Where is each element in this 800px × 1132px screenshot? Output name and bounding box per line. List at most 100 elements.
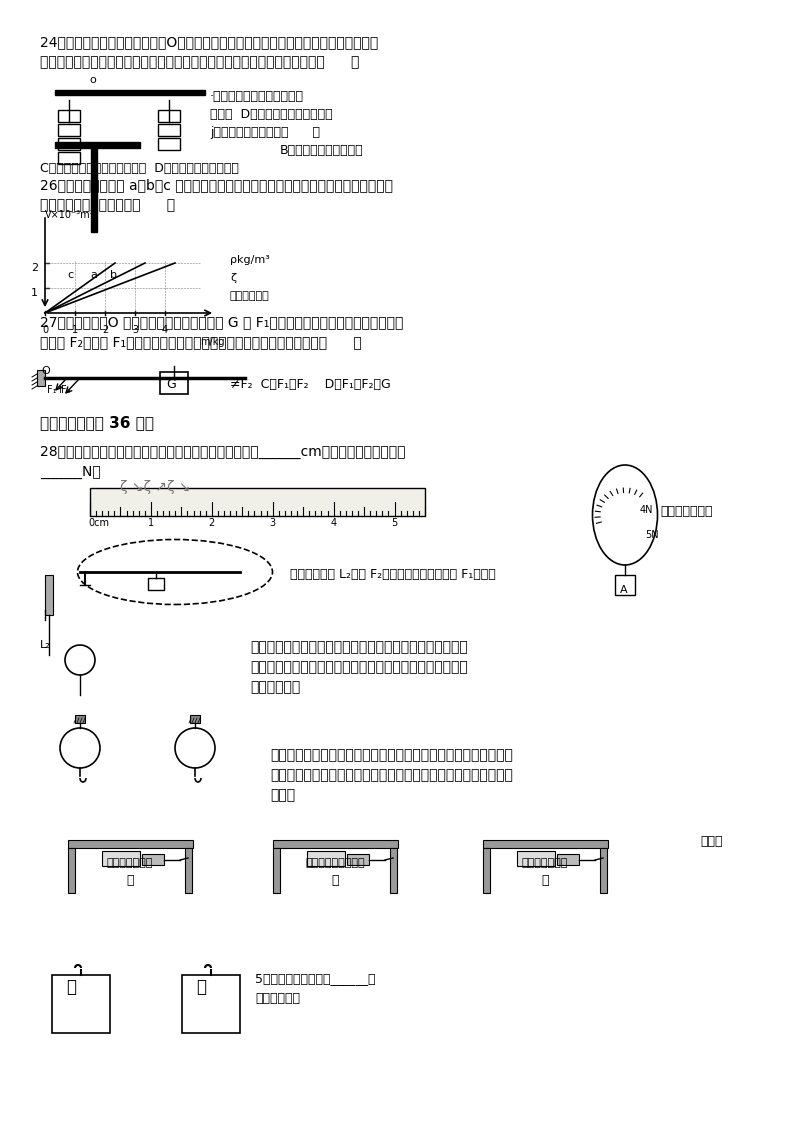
Text: A: A (620, 585, 628, 595)
Text: 而且最省力．: 而且最省力． (250, 680, 300, 694)
Text: L₂: L₂ (40, 640, 50, 650)
Text: V×10⁻³m³: V×10⁻³m³ (45, 211, 94, 220)
Text: j摩擦力知识有关的是（      ）: j摩擦力知识有关的是（ ） (210, 126, 320, 139)
Text: 甲: 甲 (66, 978, 76, 996)
Bar (158, 138, 180, 151)
Bar (483, 848, 490, 893)
Text: 26．分别由不同物质 a、b、c 组成的三个实心体，它们的体积和质量的关系如图所示，由: 26．分别由不同物质 a、b、c 组成的三个实心体，它们的体积和质量的关系如图所… (40, 178, 393, 192)
Bar (600, 848, 607, 893)
Bar (390, 848, 397, 893)
Bar (483, 840, 608, 848)
Text: 4: 4 (330, 518, 337, 528)
Text: C．雨天路滑，驾驶员小心驾驶  D．不要在太阳光下看书: C．雨天路滑，驾驶员小心驾驶 D．不要在太阳光下看书 (40, 162, 239, 175)
Text: ______N．: ______N． (40, 465, 101, 479)
Text: 2: 2 (31, 263, 38, 273)
Text: m/kg: m/kg (200, 337, 225, 348)
Text: B．限速行驶，保持车距: B．限速行驶，保持车距 (280, 144, 364, 157)
Text: 4N: 4N (640, 505, 654, 515)
Bar (190, 715, 200, 723)
Bar (90, 488, 425, 516)
Text: 27．如图所示，O 为杠杆的支点，杠杆在重物 G 和 F₁的作用下处于水平位置并且平衡．如: 27．如图所示，O 为杠杆的支点，杠杆在重物 G 和 F₁的作用下处于水平位置并… (40, 315, 403, 329)
Text: 处于静止状态 L₂是刀 F₂的刀背，在图中画出力 F₁的力臂: 处于静止状态 L₂是刀 F₂的刀背，在图中画出力 F₁的力臂 (290, 568, 496, 581)
Text: 5N: 5N (645, 530, 658, 540)
Text: 2: 2 (102, 325, 108, 335)
Bar (158, 110, 180, 122)
Bar (148, 578, 164, 590)
Bar (273, 840, 398, 848)
Text: b: b (110, 271, 117, 280)
Text: 丙: 丙 (542, 874, 549, 887)
Text: 4: 4 (162, 325, 168, 335)
Bar (142, 854, 164, 865)
Text: 运动，: 运动， (700, 835, 722, 848)
Text: ρkg/m³: ρkg/m³ (230, 255, 270, 265)
Text: 在木板表面运动: 在木板表面运动 (107, 858, 153, 868)
Text: F₂: F₂ (61, 385, 70, 395)
Text: 在毛巾表面运动: 在毛巾表面运动 (522, 858, 568, 868)
Bar (68, 848, 75, 893)
Text: O: O (41, 366, 50, 376)
Text: ≠F₂  C．F₁＜F₂    D．F₁＞F₂＞G: ≠F₂ C．F₁＜F₂ D．F₁＞F₂＞G (230, 378, 390, 391)
Bar (102, 851, 140, 866)
Bar (55, 142, 140, 148)
Text: 问题：: 问题： (270, 788, 295, 801)
Text: G: G (166, 378, 176, 391)
Bar (58, 110, 80, 122)
Text: 5: 5 (391, 518, 398, 528)
Text: ζ ↘ζ ↗ζ ↘: ζ ↘ζ ↗ζ ↘ (120, 480, 190, 494)
Text: 5次实验可以得到结论______．: 5次实验可以得到结论______． (255, 972, 375, 985)
Text: 28．用刻度尺测量物体的长度，由图可知，物体的长度是______cm．弹簧测力计的读数是: 28．用刻度尺测量物体的长度，由图可知，物体的长度是______cm．弹簧测力计… (40, 445, 406, 458)
Text: 1: 1 (148, 518, 154, 528)
Bar (75, 715, 85, 723)
Text: 图可知下列说法正确的是（      ）: 图可知下列说法正确的是（ ） (40, 198, 175, 212)
Text: 量、体积有关: 量、体积有关 (230, 291, 270, 301)
Text: 3: 3 (270, 518, 276, 528)
Text: 实验探究．图是他们的实验过程和情景，请你根据所学的物理知识: 实验探究．图是他们的实验过程和情景，请你根据所学的物理知识 (270, 767, 513, 782)
Text: 0: 0 (42, 325, 48, 335)
Text: 0cm: 0cm (88, 518, 109, 528)
Text: 的质量相等，杠杆恰好在水平位置平衡，如果两边各拿走一个钩码，杠杆将（      ）: 的质量相等，杠杆恰好在水平位置平衡，如果两边各拿走一个钩码，杠杆将（ ） (40, 55, 359, 69)
Text: ·不平衡，向顺时针方向转动: ·不平衡，向顺时针方向转动 (210, 91, 304, 103)
Bar (615, 575, 635, 595)
Bar (273, 848, 280, 893)
Bar (58, 125, 80, 136)
Bar (58, 138, 80, 151)
Bar (55, 91, 205, 95)
Text: c: c (67, 271, 73, 280)
Bar (158, 125, 180, 136)
Text: ζ: ζ (230, 273, 236, 283)
Text: 乙: 乙 (196, 978, 206, 996)
Text: 24．如图所示，轻质杠杆支点为O，在已调平的杠杆两端分别挂上一些钩码，每一个钩码: 24．如图所示，轻质杠杆支点为O，在已调平的杠杆两端分别挂上一些钩码，每一个钩码 (40, 35, 378, 49)
Text: 果用力 F₂代替力 F₁使杠杆仍在图中位置保持平衡，下面关系中正确的是（      ）: 果用力 F₂代替力 F₁使杠杆仍在图中位置保持平衡，下面关系中正确的是（ ） (40, 335, 362, 349)
Bar (58, 152, 80, 164)
Text: 2: 2 (209, 518, 215, 528)
Bar (307, 851, 345, 866)
Bar (37, 370, 45, 386)
Bar (557, 854, 579, 865)
Bar (91, 148, 97, 232)
Text: 一个组合并绕好绳子，使得人站在地面操作滑轮组能最合理: 一个组合并绕好绳子，使得人站在地面操作滑轮组能最合理 (250, 660, 468, 674)
Text: 在同一木板表面运动: 在同一木板表面运动 (305, 858, 365, 868)
Text: 是升到楼上，于是他找来了滑轮组，发现可以将它们组合成: 是升到楼上，于是他找来了滑轮组，发现可以将它们组合成 (250, 640, 468, 654)
Text: o: o (89, 75, 96, 85)
Text: 1: 1 (31, 288, 38, 298)
Text: 3: 3 (132, 325, 138, 335)
Text: 二、填空题（共 36 分）: 二、填空题（共 36 分） (40, 415, 154, 430)
Bar (160, 372, 188, 394)
Bar (52, 975, 110, 1034)
Bar (347, 854, 369, 865)
Text: 动摩擦力的大小跟物体的接触面积大小、物体接触面的粗糙程度是: 动摩擦力的大小跟物体的接触面积大小、物体接触面的粗糙程度是 (270, 748, 513, 762)
Text: 甲: 甲 (126, 874, 134, 887)
Text: 乙: 乙 (331, 874, 338, 887)
Text: 动，请画出此时: 动，请画出此时 (660, 505, 713, 518)
Text: 矿石的密度．: 矿石的密度． (255, 992, 300, 1005)
Text: 向转动  D．仍保持平衡，但要转动: 向转动 D．仍保持平衡，但要转动 (210, 108, 333, 121)
Text: 1: 1 (72, 325, 78, 335)
Bar (517, 851, 555, 866)
Text: F₁↑: F₁↑ (47, 385, 65, 395)
Text: a: a (90, 271, 97, 280)
Bar (45, 575, 53, 615)
Bar (185, 848, 192, 893)
Bar (68, 840, 193, 848)
Bar (182, 975, 240, 1034)
